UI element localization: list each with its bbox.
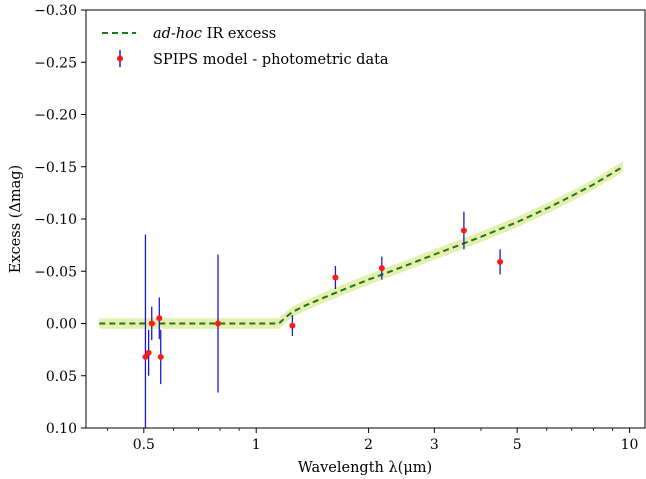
x-tick-label: 1 [252,437,261,453]
y-tick-label: −0.25 [34,55,77,71]
uncertainty-band [99,161,623,329]
data-point [332,274,339,281]
x-tick-label: 3 [430,437,439,453]
legend-marker-swatch [117,55,123,62]
y-tick-label: −0.10 [34,212,77,228]
y-tick-label: −0.30 [34,3,77,19]
legend-label-data: SPIPS model - photometric data [153,52,389,68]
y-tick-label: −0.20 [34,108,77,124]
data-point [156,315,163,322]
x-axis-label: Wavelength λ(μm) [298,460,432,476]
y-tick-label: 0.05 [46,369,77,385]
data-point [145,349,152,356]
uncertainty-band-layer [99,161,623,329]
data-point [289,322,296,329]
data-point [497,258,504,265]
legend-label-model: ad-hoc IR excess [153,26,276,42]
y-tick-label: −0.05 [34,264,77,280]
y-axis-label: Excess (Δmag) [8,165,24,273]
model-line-layer [99,165,624,325]
model-line [99,165,624,325]
legend-label-model-rest: IR excess [202,26,276,42]
y-tick-label: 0.00 [46,317,77,333]
data-point [148,320,155,327]
legend-label-model-italic: ad-hoc [153,26,202,42]
y-tick-label: −0.15 [34,160,77,176]
x-axis-ticks: 0.5 1 2 3 5 10 [107,428,639,453]
data-point [142,353,149,360]
data-point [378,265,385,272]
x-tick-label: 5 [513,437,522,453]
data-points-layer [142,211,504,428]
legend: ad-hoc IR excess SPIPS model - photometr… [102,26,389,68]
y-tick-label: 0.10 [46,421,77,437]
x-tick-label: 2 [364,437,373,453]
plot-frame [85,9,646,429]
data-point [214,320,221,327]
data-point [157,353,164,360]
y-axis-ticks: −0.30 −0.25 −0.20 −0.15 −0.10 −0.05 0.00 0.05 0.… [34,3,86,437]
data-point [460,227,467,234]
x-tick-label: 0.5 [133,437,155,453]
x-tick-label: 10 [621,437,639,453]
